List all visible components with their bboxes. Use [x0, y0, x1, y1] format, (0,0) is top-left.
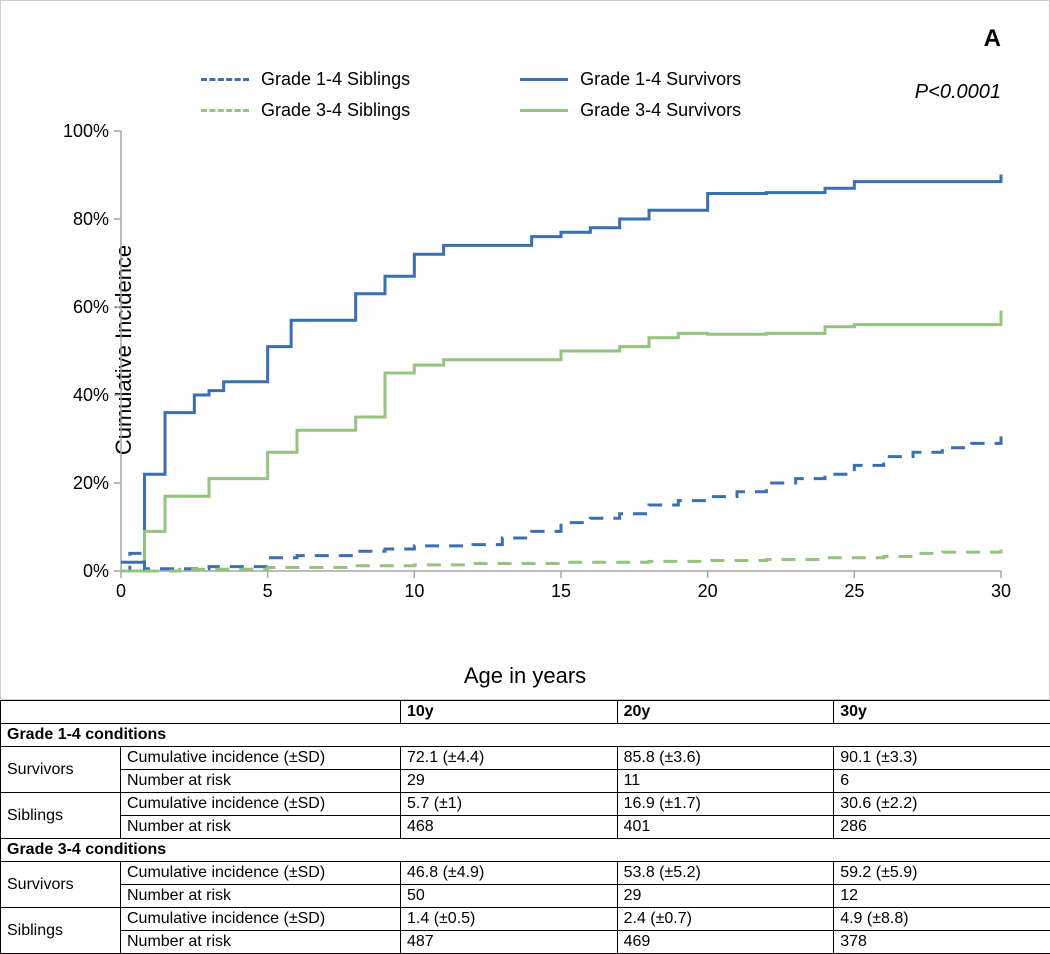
table-row: Number at risk 468 401 286	[1, 816, 1050, 839]
table-row: Siblings Cumulative incidence (±SD) 5.7 …	[1, 793, 1050, 816]
cell: 53.8 (±5.2)	[617, 862, 834, 885]
svg-text:0%: 0%	[83, 561, 109, 581]
svg-text:80%: 80%	[73, 209, 109, 229]
metric-nar: Number at risk	[121, 816, 401, 839]
cell: 5.7 (±1)	[401, 793, 618, 816]
col-10y: 10y	[401, 701, 618, 724]
cell: 30.6 (±2.2)	[834, 793, 1050, 816]
metric-nar: Number at risk	[121, 931, 401, 954]
svg-text:15: 15	[551, 581, 571, 601]
cell: 487	[401, 931, 618, 954]
cell: 286	[834, 816, 1050, 839]
svg-text:60%: 60%	[73, 297, 109, 317]
cell: 29	[617, 885, 834, 908]
series-grade14_siblings	[121, 436, 1001, 571]
cell: 46.8 (±4.9)	[401, 862, 618, 885]
plot-area: 0510152025300%20%40%60%80%100%	[121, 131, 1001, 611]
cell: 29	[401, 770, 618, 793]
table-row: Survivors Cumulative incidence (±SD) 46.…	[1, 862, 1050, 885]
col-20y: 20y	[617, 701, 834, 724]
table-header-row: 10y 20y 30y	[1, 701, 1050, 724]
section-g34-label: Grade 3-4 conditions	[1, 839, 1050, 862]
cell: 378	[834, 931, 1050, 954]
chart-panel: A P<0.0001 Grade 1-4 Siblings Grade 1-4 …	[0, 0, 1050, 700]
svg-text:100%: 100%	[63, 121, 109, 141]
legend-swatch-dashed-blue	[201, 78, 249, 81]
group-survivors: Survivors	[1, 862, 121, 908]
cell: 469	[617, 931, 834, 954]
table-blank-header	[1, 701, 401, 724]
table-row: Number at risk 487 469 378	[1, 931, 1050, 954]
svg-text:30: 30	[991, 581, 1011, 601]
legend-item-g14-survivors: Grade 1-4 Survivors	[520, 69, 741, 90]
chart-svg: 0510152025300%20%40%60%80%100%	[121, 131, 1001, 611]
svg-text:10: 10	[404, 581, 424, 601]
legend-item-g34-siblings: Grade 3-4 Siblings	[201, 100, 410, 121]
p-value-text: P<0.0001	[915, 81, 1001, 104]
legend-item-g34-survivors: Grade 3-4 Survivors	[520, 100, 741, 121]
legend-label: Grade 3-4 Siblings	[261, 100, 410, 121]
incidence-table: 10y 20y 30y Grade 1-4 conditions Survivo…	[0, 700, 1050, 954]
cell: 85.8 (±3.6)	[617, 747, 834, 770]
legend-swatch-solid-green	[520, 109, 568, 112]
metric-nar: Number at risk	[121, 770, 401, 793]
legend-swatch-dashed-green	[201, 109, 249, 112]
section-g34: Grade 3-4 conditions	[1, 839, 1050, 862]
cell: 4.9 (±8.8)	[834, 908, 1050, 931]
metric-ci: Cumulative incidence (±SD)	[121, 793, 401, 816]
series-grade34_siblings	[121, 549, 1001, 571]
x-axis-title: Age in years	[464, 663, 586, 689]
legend-item-g14-siblings: Grade 1-4 Siblings	[201, 69, 410, 90]
cell: 16.9 (±1.7)	[617, 793, 834, 816]
table-row: Survivors Cumulative incidence (±SD) 72.…	[1, 747, 1050, 770]
metric-nar: Number at risk	[121, 885, 401, 908]
svg-text:0: 0	[116, 581, 126, 601]
panel-label: A	[984, 25, 1001, 53]
cell: 11	[617, 770, 834, 793]
metric-ci: Cumulative incidence (±SD)	[121, 908, 401, 931]
svg-text:40%: 40%	[73, 385, 109, 405]
metric-ci: Cumulative incidence (±SD)	[121, 862, 401, 885]
svg-text:20%: 20%	[73, 473, 109, 493]
table-row: Number at risk 29 11 6	[1, 770, 1050, 793]
cell: 468	[401, 816, 618, 839]
group-siblings: Siblings	[1, 908, 121, 954]
cell: 59.2 (±5.9)	[834, 862, 1050, 885]
legend-label: Grade 3-4 Survivors	[580, 100, 741, 121]
table-row: Siblings Cumulative incidence (±SD) 1.4 …	[1, 908, 1050, 931]
svg-text:20: 20	[698, 581, 718, 601]
cell: 50	[401, 885, 618, 908]
svg-text:5: 5	[263, 581, 273, 601]
legend-label: Grade 1-4 Siblings	[261, 69, 410, 90]
section-g14: Grade 1-4 conditions	[1, 724, 1050, 747]
section-g14-label: Grade 1-4 conditions	[1, 724, 1050, 747]
legend-label: Grade 1-4 Survivors	[580, 69, 741, 90]
svg-text:25: 25	[844, 581, 864, 601]
cell: 90.1 (±3.3)	[834, 747, 1050, 770]
cell: 1.4 (±0.5)	[401, 908, 618, 931]
chart-legend: Grade 1-4 Siblings Grade 1-4 Survivors G…	[201, 69, 741, 121]
group-survivors: Survivors	[1, 747, 121, 793]
table-row: Number at risk 50 29 12	[1, 885, 1050, 908]
cell: 2.4 (±0.7)	[617, 908, 834, 931]
series-grade14_survivors	[121, 175, 1001, 563]
col-30y: 30y	[834, 701, 1050, 724]
cell: 12	[834, 885, 1050, 908]
cell: 6	[834, 770, 1050, 793]
legend-swatch-solid-blue	[520, 78, 568, 81]
group-siblings: Siblings	[1, 793, 121, 839]
metric-ci: Cumulative incidence (±SD)	[121, 747, 401, 770]
cell: 72.1 (±4.4)	[401, 747, 618, 770]
cell: 401	[617, 816, 834, 839]
